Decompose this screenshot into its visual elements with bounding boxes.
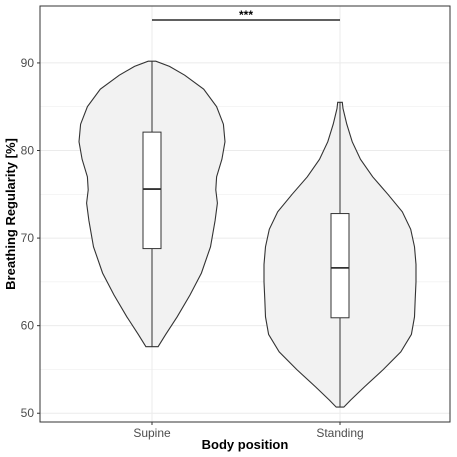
y-tick-label: 50	[21, 406, 35, 420]
x-tick-label: Supine	[133, 426, 171, 440]
y-tick-label: 70	[21, 231, 35, 245]
y-tick-label: 80	[21, 144, 35, 158]
x-tick-label: Standing	[316, 426, 363, 440]
y-tick-label: 90	[21, 56, 35, 70]
significance-label: ***	[239, 8, 253, 22]
box-supine	[142, 131, 162, 250]
y-tick-label: 60	[21, 319, 35, 333]
y-axis-ticks: 50 60 70 80 90	[21, 56, 40, 420]
violins	[78, 60, 417, 408]
significance-annotations: ***	[152, 8, 340, 22]
panel-border	[39, 5, 451, 423]
x-axis-ticks: Supine Standing	[133, 422, 364, 440]
y-axis-title: Breathing Regularity [%]	[3, 138, 18, 290]
box-standing	[330, 213, 350, 319]
x-axis-title: Body position	[202, 437, 289, 452]
boxplots	[142, 61, 350, 408]
